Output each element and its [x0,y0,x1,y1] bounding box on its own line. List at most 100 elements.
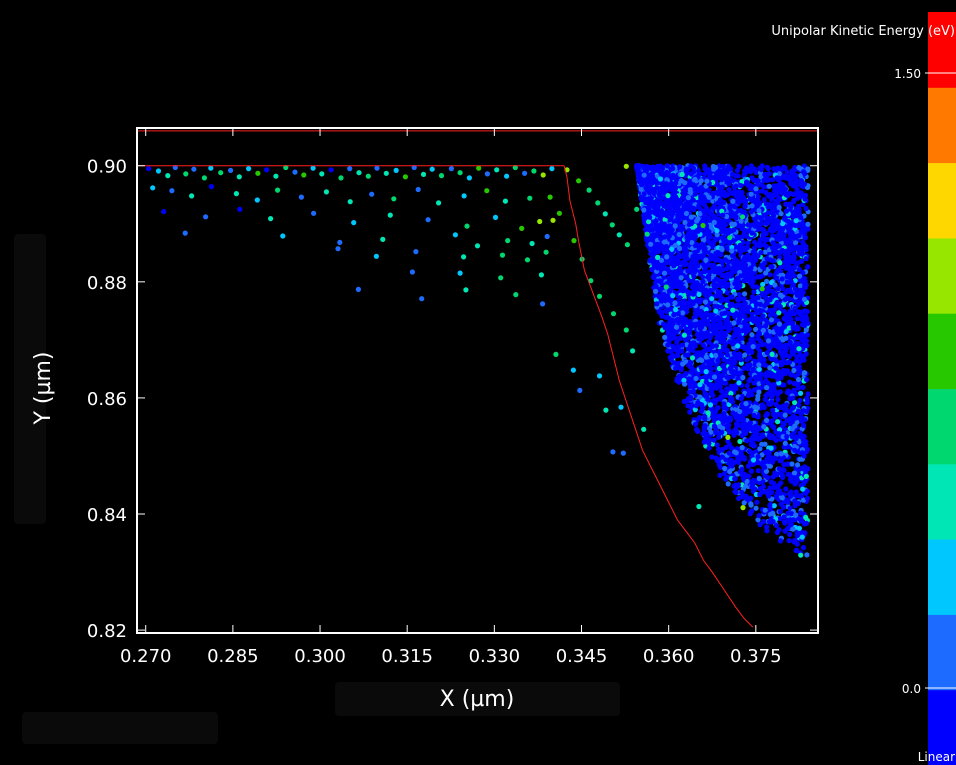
cloud-particle [787,409,793,415]
cloud-particle [752,178,759,184]
cloud-particle [696,203,702,209]
cloud-particle [762,362,768,368]
cloud-particle [756,316,762,322]
cloud-particle [670,172,676,178]
cloud-particle [744,345,750,351]
cloud-particle [720,164,726,170]
cloud-particle [726,401,732,408]
cloud-particle [804,377,810,383]
cloud-particle [774,529,781,536]
cloud-particle [670,200,676,206]
cloud-particle [792,191,798,197]
cloud-particle [664,163,670,169]
cloud-particle [793,489,800,495]
cloud-particle [718,325,725,331]
cloud-particle [780,434,786,440]
cloud-particle [768,479,774,485]
cloud-particle [679,171,685,178]
cloud-particle [710,357,716,363]
cloud-particle [719,429,725,435]
cloud-particle [728,383,734,389]
cloud-particle [723,444,729,450]
cloud-particle [801,296,808,303]
cloud-particle [760,433,766,439]
cloud-particle [679,195,686,201]
cloud-particle [778,211,784,217]
cloud-particle [791,367,797,374]
cloud-particle [718,202,724,208]
cloud-particle [722,193,728,199]
cloud-particle [681,298,688,304]
cloud-particle [754,242,760,248]
cloud-particle [687,389,693,395]
cloud-particle [665,302,671,308]
cloud-particle [763,393,769,399]
cloud-particle [729,294,735,300]
cloud-particle [796,525,803,531]
cloud-particle [746,327,752,333]
cloud-particle [657,286,664,292]
cloud-particle [735,234,741,240]
cloud-particle [713,282,719,288]
cloud-particle [792,180,798,186]
cloud-particle [677,295,683,301]
cloud-particle [775,236,781,243]
cloud-particle [716,257,723,263]
cloud-particle [676,344,682,350]
cloud-particle [642,211,649,217]
cloud-particle [755,310,762,316]
cloud-particle [711,397,717,404]
cloud-particle [712,214,718,220]
cloud-particle [757,376,764,382]
cloud-particle [755,197,761,203]
cloud-particle [801,441,807,447]
cloud-particle [786,325,792,331]
cloud-particle [718,298,724,304]
cloud-particle [758,182,765,188]
cloud-particle [740,245,746,251]
cloud-particle [664,185,670,191]
cloud-particle [777,538,784,544]
cloud-particle [800,384,806,390]
cloud-particle [749,508,755,514]
cloud-particle [794,244,801,250]
cloud-particle [724,389,730,395]
cloud-particle [764,319,770,325]
cloud-particle [804,184,811,191]
cloud-particle [756,513,762,519]
cloud-particle [657,176,664,182]
cloud-particle [738,396,744,402]
cloud-particle [802,196,808,202]
cloud-particle [727,365,733,371]
cloud-particle [803,351,809,357]
cloud-particle [680,361,686,367]
cloud-particle [725,263,731,269]
cloud-particle [698,253,704,259]
cloud-particle [661,239,667,245]
cloud-particle [731,320,737,326]
cloud-particle [740,233,746,239]
cloud-particle [714,232,720,238]
cloud-particle [763,332,769,338]
cloud-particle [771,290,777,296]
cloud-particle [804,552,810,558]
cloud-particle [781,358,787,364]
cloud-particle [695,282,701,288]
cloud-particle [741,296,747,302]
cloud-particle [783,208,790,214]
cloud-particle [787,288,794,294]
cloud-particle [707,287,714,293]
cloud-particle [793,240,799,246]
cloud-particle [685,166,691,172]
cloud-particle [793,172,799,178]
cloud-particle [796,165,802,171]
cloud-particle [646,219,652,225]
cloud-particle [653,218,659,224]
cloud-particle [785,192,791,199]
cloud-particle [704,436,710,442]
cloud-particle [761,236,767,242]
cloud-particle [798,552,804,558]
cloud-particle [765,475,771,481]
cloud-particle [767,365,773,371]
cloud-particle [794,533,800,539]
